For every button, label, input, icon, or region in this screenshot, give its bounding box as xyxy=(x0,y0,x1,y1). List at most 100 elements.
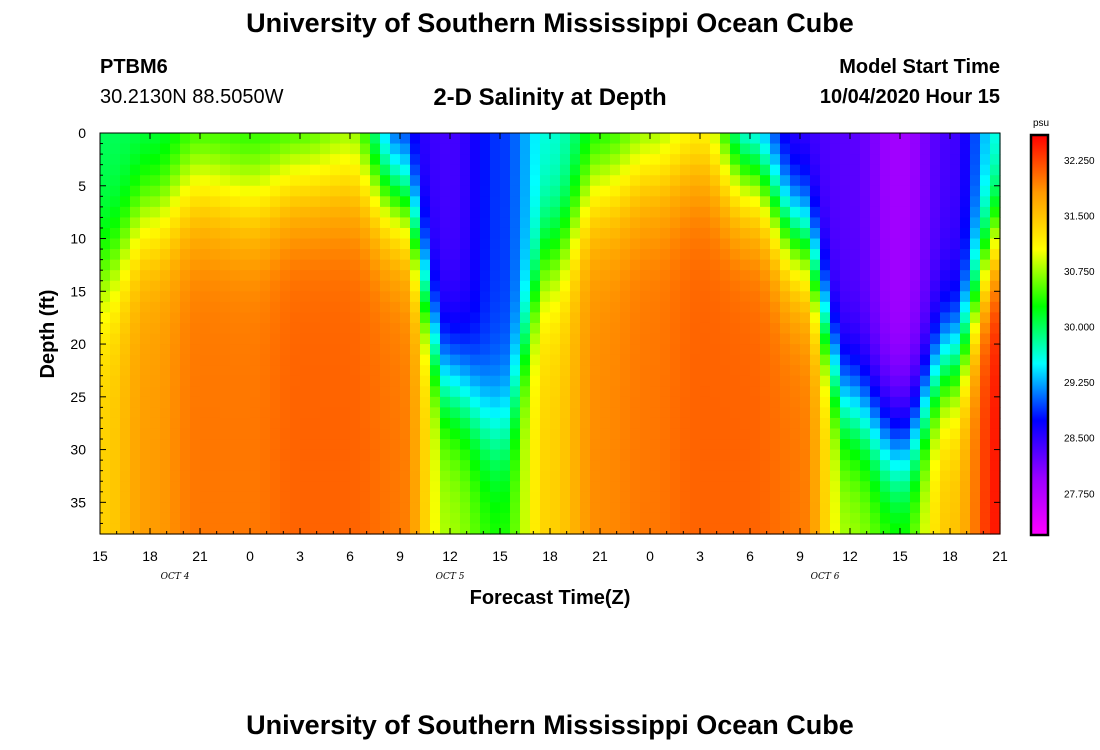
heatmap-cell xyxy=(860,491,871,503)
heatmap-cell xyxy=(170,206,181,219)
heatmap-cell xyxy=(820,512,831,525)
heatmap-cell xyxy=(310,417,321,430)
heatmap-cell xyxy=(280,133,291,145)
heatmap-cell xyxy=(590,523,601,535)
heatmap-cell xyxy=(930,312,941,324)
heatmap-cell xyxy=(110,417,121,430)
heatmap-cell xyxy=(910,407,921,419)
heatmap-cell xyxy=(110,460,121,472)
heatmap-cell xyxy=(980,249,991,261)
heatmap-cell xyxy=(900,217,911,229)
heatmap-cell xyxy=(990,470,1001,482)
heatmap-cell xyxy=(140,196,151,208)
heatmap-cell xyxy=(300,249,311,261)
heatmap-cell xyxy=(560,185,571,197)
heatmap-cell xyxy=(680,470,691,482)
heatmap-cell xyxy=(430,270,441,282)
heatmap-cell xyxy=(180,133,191,145)
heatmap-cell xyxy=(540,481,551,493)
heatmap-cell xyxy=(590,185,601,197)
heatmap-cell xyxy=(910,249,921,261)
heatmap-cell xyxy=(920,396,931,408)
heatmap-cell xyxy=(680,365,691,377)
heatmap-cell xyxy=(940,354,951,366)
heatmap-cell xyxy=(770,512,781,525)
heatmap-cell xyxy=(830,217,841,229)
heatmap-cell xyxy=(130,196,141,208)
heatmap-cell xyxy=(470,196,481,208)
heatmap-cell xyxy=(250,449,261,461)
heatmap-cell xyxy=(650,175,661,187)
heatmap-cell xyxy=(270,249,281,261)
heatmap-cell xyxy=(430,365,441,377)
heatmap-cell xyxy=(540,301,551,313)
heatmap-cell xyxy=(920,196,931,208)
heatmap-cell xyxy=(620,470,631,482)
heatmap-cell xyxy=(150,333,161,345)
heatmap-cell xyxy=(700,460,711,472)
heatmap-cell xyxy=(180,344,191,356)
heatmap-cell xyxy=(160,259,171,271)
heatmap-cell xyxy=(180,407,191,419)
heatmap-cell xyxy=(850,417,861,430)
heatmap-cell xyxy=(910,280,921,292)
heatmap-cell xyxy=(350,185,361,197)
heatmap-cell xyxy=(870,523,881,535)
heatmap-cell xyxy=(240,460,251,472)
x-tick-label: 0 xyxy=(646,548,654,564)
heatmap-cell xyxy=(860,249,871,261)
heatmap-cell xyxy=(560,491,571,503)
heatmap-cell xyxy=(770,386,781,398)
heatmap-cell xyxy=(450,227,461,240)
heatmap-cell xyxy=(340,396,351,408)
heatmap-cell xyxy=(800,417,811,430)
heatmap-cell xyxy=(400,365,411,377)
heatmap-cell xyxy=(410,344,421,356)
heatmap-cell xyxy=(690,460,701,472)
heatmap-cell xyxy=(790,354,801,366)
heatmap-cell xyxy=(600,470,611,482)
heatmap-cell xyxy=(520,417,531,430)
heatmap-cell xyxy=(670,365,681,377)
x-tick-label: 12 xyxy=(842,548,858,564)
heatmap-cell xyxy=(360,449,371,461)
heatmap-cell xyxy=(330,470,341,482)
heatmap-cell xyxy=(260,491,271,503)
heatmap-cell xyxy=(300,312,311,324)
heatmap-cell xyxy=(560,502,571,514)
heatmap-cell xyxy=(960,133,971,145)
heatmap-cell xyxy=(920,301,931,313)
heatmap-cell xyxy=(290,154,301,166)
x-tick-label: 12 xyxy=(442,548,458,564)
heatmap-cell xyxy=(330,164,341,176)
heatmap-cell xyxy=(820,523,831,535)
heatmap-cell xyxy=(420,154,431,166)
heatmap-cell xyxy=(860,460,871,472)
heatmap-cell xyxy=(290,396,301,408)
heatmap-cell xyxy=(150,227,161,240)
heatmap-cell xyxy=(750,227,761,240)
heatmap-cell xyxy=(850,291,861,303)
heatmap-cell xyxy=(530,312,541,324)
heatmap-cell xyxy=(530,217,541,229)
heatmap-cell xyxy=(460,481,471,493)
heatmap-cell xyxy=(900,333,911,345)
heatmap-cell xyxy=(960,386,971,398)
heatmap-cell xyxy=(490,249,501,261)
heatmap-cell xyxy=(970,523,981,535)
heatmap-cell xyxy=(710,270,721,282)
heatmap-cell xyxy=(650,470,661,482)
heatmap-cell xyxy=(310,428,321,440)
heatmap-cell xyxy=(550,259,561,271)
heatmap-cell xyxy=(270,291,281,303)
heatmap-cell xyxy=(550,512,561,525)
heatmap-cell xyxy=(580,175,591,187)
heatmap-cell xyxy=(880,227,891,240)
heatmap-cell xyxy=(740,512,751,525)
heatmap-cell xyxy=(510,375,521,387)
heatmap-cell xyxy=(180,185,191,197)
heatmap-cell xyxy=(730,249,741,261)
heatmap-cell xyxy=(110,301,121,313)
heatmap-cell xyxy=(460,449,471,461)
heatmap-cell xyxy=(840,249,851,261)
